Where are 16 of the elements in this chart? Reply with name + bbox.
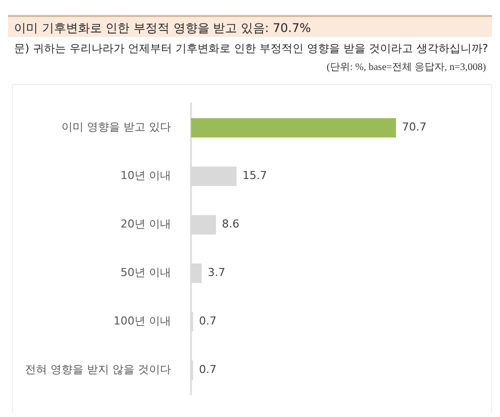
data-label: 0.7	[199, 314, 217, 328]
y-tick-label: 100년 이내	[113, 314, 171, 328]
bar	[190, 118, 396, 138]
chart-title: 이미 기후변화로 인한 부정적 영향을 받고 있음: 70.7%	[8, 15, 492, 37]
chart-subtitle: 문) 귀하는 우리나라가 언제부터 기후변화로 인한 부정적인 영향을 받을 것이라고 생각하십니까?	[14, 41, 490, 56]
y-tick-label: 20년 이내	[120, 218, 171, 231]
data-label: 70.7	[402, 120, 427, 134]
y-tick-label: 10년 이내	[120, 169, 171, 182]
data-label: 0.7	[199, 363, 217, 376]
data-label: 3.7	[208, 266, 226, 280]
text: (단위: %, base=전체 응답자, n=3,008)	[326, 61, 486, 74]
data-label: 8.6	[222, 218, 240, 231]
y-tick-label: 전혀 영향을 받지 않을 것이다	[24, 363, 171, 376]
y-tick-label: 이미 영향을 받고 있다	[61, 120, 171, 134]
data-label: 15.7	[242, 169, 268, 182]
y-tick-label: 50년 이내	[120, 266, 171, 280]
